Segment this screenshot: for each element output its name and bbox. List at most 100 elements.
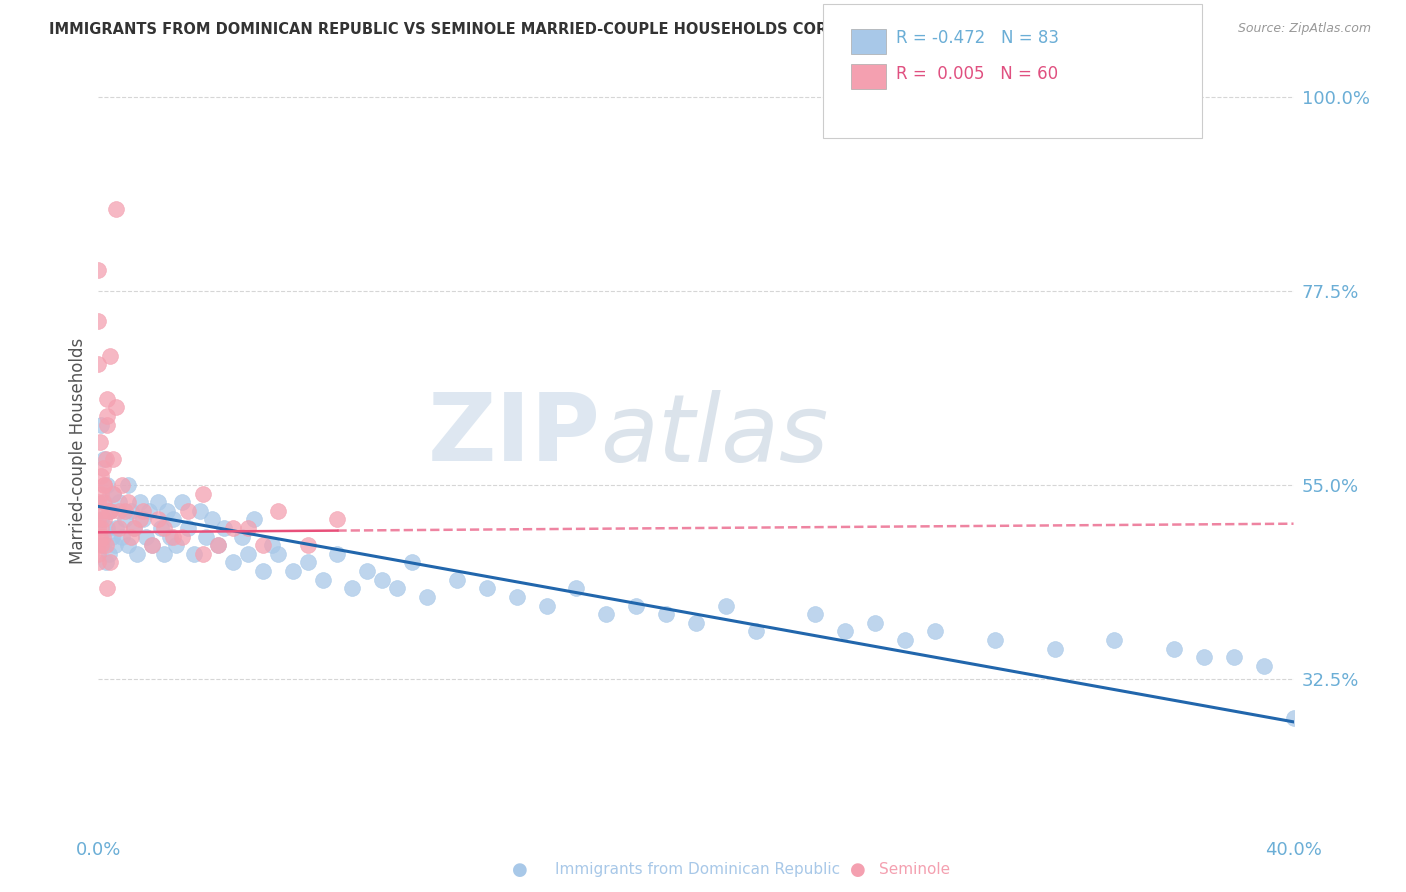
Text: ZIP: ZIP bbox=[427, 389, 600, 482]
Point bbox=[252, 564, 274, 578]
Point bbox=[87, 547, 110, 561]
Point bbox=[191, 486, 214, 500]
Point bbox=[96, 582, 118, 596]
Point bbox=[1223, 650, 1246, 665]
Point bbox=[326, 547, 349, 561]
Point bbox=[159, 530, 181, 544]
Point bbox=[475, 582, 498, 596]
Point bbox=[207, 538, 229, 552]
Point bbox=[108, 504, 131, 518]
Point bbox=[148, 495, 170, 509]
Point bbox=[626, 599, 648, 613]
Point bbox=[356, 564, 378, 578]
Point bbox=[655, 607, 678, 622]
Point bbox=[101, 530, 124, 544]
Text: ●: ● bbox=[512, 861, 529, 879]
Point bbox=[87, 512, 110, 526]
Point bbox=[117, 538, 139, 552]
Point bbox=[311, 573, 333, 587]
Point bbox=[446, 573, 468, 587]
Point bbox=[416, 590, 439, 604]
Point bbox=[1282, 710, 1305, 724]
Point bbox=[150, 521, 173, 535]
Text: atlas: atlas bbox=[600, 390, 828, 481]
Point bbox=[267, 504, 290, 518]
Text: IMMIGRANTS FROM DOMINICAN REPUBLIC VS SEMINOLE MARRIED-COUPLE HOUSEHOLDS CORRELA: IMMIGRANTS FROM DOMINICAN REPUBLIC VS SE… bbox=[49, 22, 969, 37]
Point bbox=[94, 538, 117, 552]
Point bbox=[103, 452, 125, 467]
Point bbox=[172, 495, 194, 509]
Point bbox=[281, 564, 304, 578]
Point bbox=[114, 504, 136, 518]
Point bbox=[401, 556, 423, 570]
Point bbox=[595, 607, 617, 622]
Point bbox=[894, 633, 917, 648]
Point bbox=[135, 530, 157, 544]
Point bbox=[96, 409, 118, 423]
Point bbox=[117, 478, 139, 492]
Point bbox=[94, 452, 117, 467]
Point bbox=[132, 504, 155, 518]
Point bbox=[536, 599, 558, 613]
Point bbox=[93, 478, 115, 492]
Point bbox=[105, 521, 128, 535]
Point bbox=[201, 512, 224, 526]
Point bbox=[745, 624, 768, 639]
Point bbox=[90, 521, 112, 535]
Point bbox=[120, 504, 142, 518]
Point bbox=[141, 538, 163, 552]
Y-axis label: Married-couple Households: Married-couple Households bbox=[69, 337, 87, 564]
Point bbox=[804, 607, 827, 622]
Point bbox=[188, 504, 211, 518]
Point bbox=[89, 434, 111, 449]
Point bbox=[89, 504, 111, 518]
Point bbox=[103, 486, 125, 500]
Point bbox=[162, 512, 184, 526]
Point bbox=[153, 547, 176, 561]
Point bbox=[129, 495, 152, 509]
Point bbox=[385, 582, 409, 596]
Point bbox=[87, 357, 110, 371]
Point bbox=[326, 512, 349, 526]
Text: R =  0.005   N = 60: R = 0.005 N = 60 bbox=[896, 65, 1057, 83]
Point bbox=[87, 495, 110, 509]
Point bbox=[191, 547, 214, 561]
Point bbox=[117, 495, 139, 509]
Point bbox=[371, 573, 394, 587]
Point bbox=[93, 495, 115, 509]
Point bbox=[132, 512, 155, 526]
Point bbox=[98, 504, 122, 518]
Point bbox=[89, 530, 111, 544]
Point bbox=[111, 478, 134, 492]
Point bbox=[231, 530, 253, 544]
Point bbox=[104, 538, 127, 552]
Point bbox=[714, 599, 737, 613]
Point bbox=[90, 512, 112, 526]
Point bbox=[127, 547, 149, 561]
Point bbox=[90, 417, 112, 432]
Point bbox=[91, 538, 114, 552]
Point bbox=[108, 521, 131, 535]
Point bbox=[108, 495, 131, 509]
Point bbox=[96, 417, 118, 432]
Text: R = -0.472   N = 83: R = -0.472 N = 83 bbox=[896, 29, 1059, 47]
Point bbox=[87, 556, 110, 570]
Point bbox=[924, 624, 946, 639]
Point bbox=[162, 530, 184, 544]
Point bbox=[97, 547, 120, 561]
Point bbox=[94, 556, 117, 570]
Point bbox=[156, 504, 179, 518]
Point bbox=[124, 521, 146, 535]
Point bbox=[87, 262, 110, 277]
Point bbox=[120, 530, 142, 544]
Point bbox=[98, 556, 122, 570]
Point bbox=[87, 314, 110, 328]
Text: Immigrants from Dominican Republic: Immigrants from Dominican Republic bbox=[555, 863, 841, 877]
Point bbox=[342, 582, 364, 596]
Point bbox=[177, 504, 200, 518]
Point bbox=[111, 530, 134, 544]
Point bbox=[93, 478, 115, 492]
Text: ●: ● bbox=[849, 861, 866, 879]
Point bbox=[98, 349, 122, 363]
Point bbox=[236, 521, 259, 535]
